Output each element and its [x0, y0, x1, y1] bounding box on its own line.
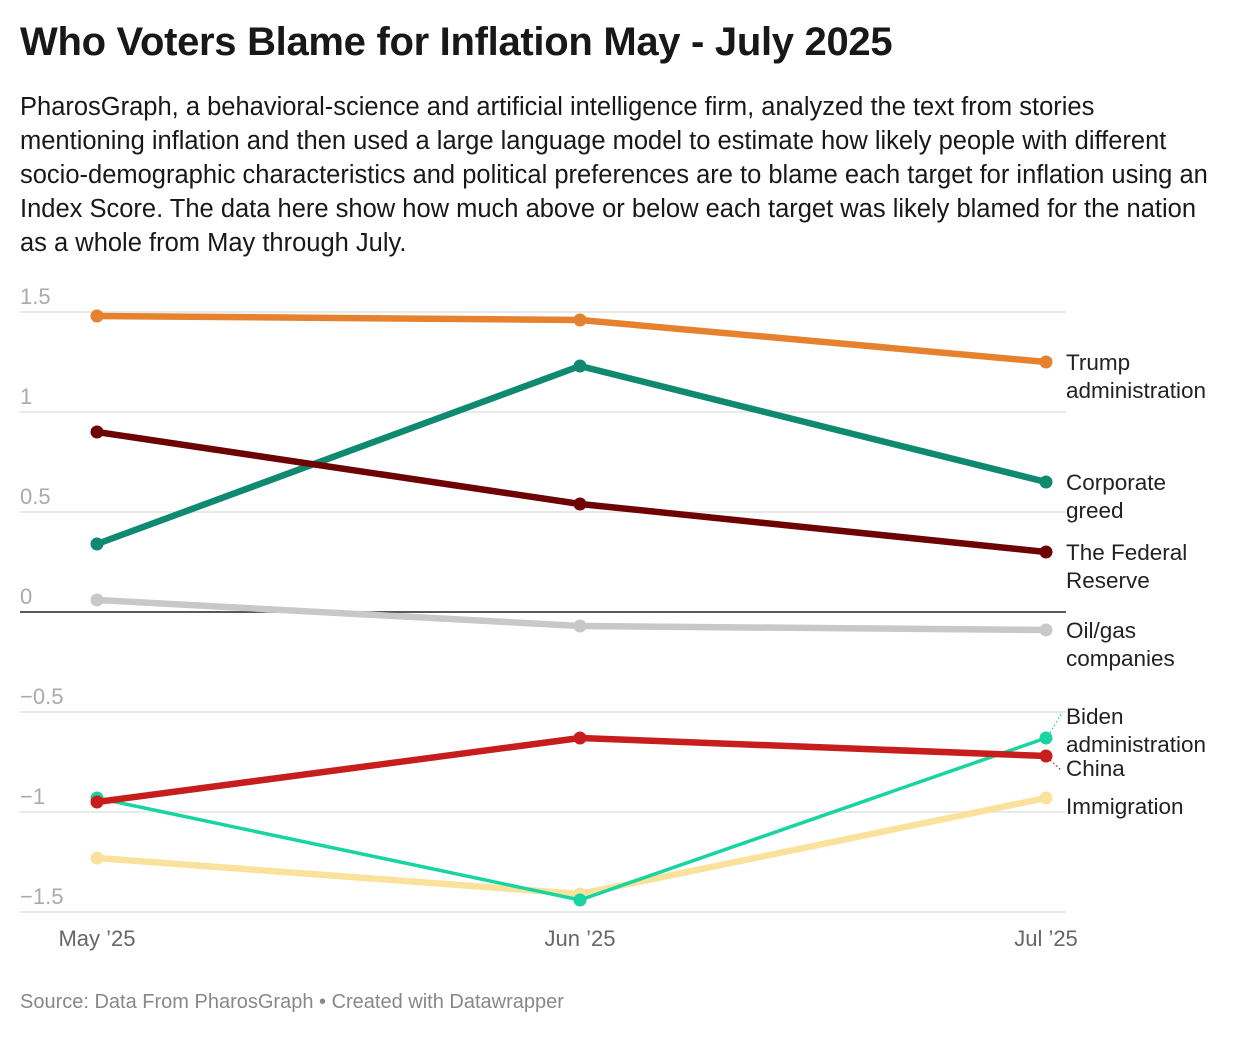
series-label: greed [1066, 498, 1124, 523]
data-point [1039, 475, 1053, 489]
data-point [90, 537, 104, 551]
y-tick-label: 0 [20, 584, 32, 609]
data-point [573, 359, 587, 373]
y-tick-label: −0.5 [20, 684, 63, 709]
data-point [1039, 545, 1053, 559]
series-line [93, 734, 1050, 806]
y-tick-label: −1 [20, 784, 45, 809]
y-tick-label: −1.5 [20, 884, 63, 909]
y-tick-label: 0.5 [20, 484, 51, 509]
series-line [93, 596, 1050, 634]
series-line [93, 312, 1050, 366]
series-label: The Federal [1066, 540, 1187, 565]
chart-description: PharosGraph, a behavioral-science and ar… [20, 93, 1208, 257]
source-note: Source: Data From PharosGraph • Created … [20, 991, 564, 1013]
series-line [95, 736, 1048, 902]
chart-title: Who Voters Blame for Inflation May - Jul… [20, 20, 893, 64]
x-tick-label: May ’25 [58, 926, 135, 951]
y-tick-label: 1.5 [20, 284, 51, 309]
series-label: administration [1066, 732, 1206, 757]
data-point [1039, 749, 1053, 763]
data-point [573, 893, 587, 907]
data-point [90, 851, 104, 865]
y-tick-label: 1 [20, 384, 32, 409]
data-point [90, 795, 104, 809]
series-label: China [1066, 756, 1125, 781]
data-point [1039, 791, 1053, 805]
data-point [90, 425, 104, 439]
data-point [1039, 623, 1053, 637]
data-point [573, 619, 587, 633]
data-point [573, 497, 587, 511]
x-tick-label: Jul ’25 [1014, 926, 1078, 951]
x-tick-label: Jun ’25 [545, 926, 616, 951]
series-label: Trump [1066, 350, 1130, 375]
series-label: Immigration [1066, 794, 1184, 819]
series-label: Reserve [1066, 568, 1150, 593]
label-connector [1049, 759, 1062, 771]
series-label: companies [1066, 646, 1175, 671]
series-label: Corporate [1066, 470, 1166, 495]
label-connector [1049, 713, 1062, 734]
data-point [1039, 355, 1053, 369]
data-point [90, 309, 104, 323]
series-label: Oil/gas [1066, 618, 1136, 643]
data-point [573, 313, 587, 327]
data-point [1039, 731, 1053, 745]
series-label: administration [1066, 378, 1206, 403]
data-point [90, 593, 104, 607]
data-point [573, 731, 587, 745]
series-label: Biden [1066, 704, 1124, 729]
